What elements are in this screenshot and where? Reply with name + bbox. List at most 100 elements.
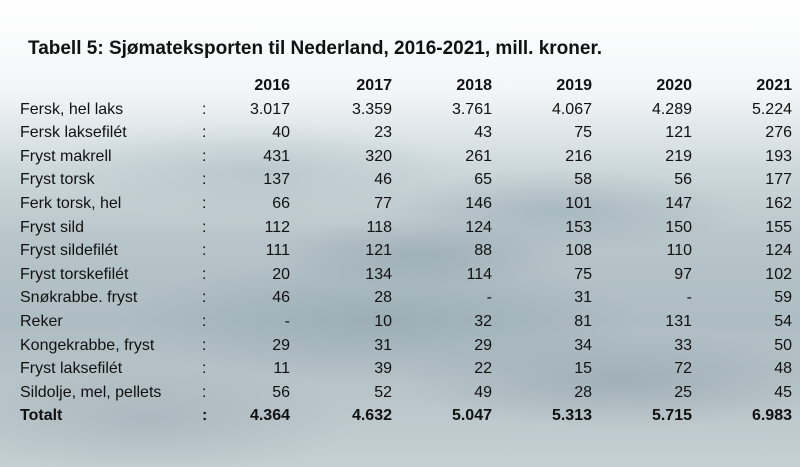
- value-cell: 131: [665, 312, 692, 330]
- value-cell: 6.983: [751, 407, 792, 425]
- row-label: Reker: [20, 312, 63, 330]
- value-cell: 4.632: [351, 407, 392, 425]
- row-label: Kongekrabbe, fryst: [20, 336, 155, 354]
- year-header: 2021: [756, 77, 792, 94]
- row-label: Fryst sild: [20, 218, 84, 236]
- value-cell: 5.047: [451, 407, 492, 425]
- value-cell: 46: [272, 289, 290, 307]
- value-cell: -: [486, 289, 492, 307]
- colon-separator: :: [202, 171, 207, 189]
- colon-separator: :: [202, 242, 207, 260]
- header-name-cell: [20, 74, 202, 98]
- table-row: Fryst sildefilét: 111 121 88 108 110 124: [20, 239, 792, 263]
- value-cell: 147: [665, 194, 692, 212]
- value-cell: 4.067: [551, 100, 592, 118]
- row-label: Fersk laksefilét: [20, 124, 127, 142]
- value-cell: 45: [774, 383, 792, 401]
- value-cell: 10: [374, 312, 392, 330]
- value-cell: 25: [674, 383, 692, 401]
- colon-separator: :: [202, 218, 207, 236]
- table-row: Ferk torsk, hel: 66 77 146 101 147 162: [20, 192, 792, 216]
- header-colon-cell: [202, 74, 222, 98]
- value-cell: 39: [374, 360, 392, 378]
- value-cell: 46: [374, 171, 392, 189]
- row-label: Fryst torsk: [20, 171, 95, 189]
- value-cell: 4.289: [651, 100, 692, 118]
- table-row: Snøkrabbe. fryst: 46 28 - 31 - 59: [20, 286, 792, 310]
- table-row: Fryst torsk: 137 46 65 58 56 177: [20, 168, 792, 192]
- value-cell: 124: [465, 218, 492, 236]
- value-cell: 108: [565, 242, 592, 260]
- value-cell: 97: [674, 265, 692, 283]
- row-label: Fryst laksefilét: [20, 360, 123, 378]
- colon-separator: :: [202, 124, 207, 142]
- value-cell: 150: [665, 218, 692, 236]
- value-cell: 40: [272, 124, 290, 142]
- value-cell: 4.364: [249, 407, 290, 425]
- value-cell: 137: [263, 171, 290, 189]
- value-cell: 29: [272, 336, 290, 354]
- row-label: Totalt: [20, 407, 63, 425]
- colon-separator: :: [202, 147, 207, 165]
- value-cell: 31: [574, 289, 592, 307]
- value-cell: 3.761: [451, 100, 492, 118]
- table-row: Sildolje, mel, pellets: 56 52 49 28 25 45: [20, 381, 792, 405]
- value-cell: 177: [765, 171, 792, 189]
- value-cell: 50: [774, 336, 792, 354]
- value-cell: 276: [765, 124, 792, 142]
- table-row: Fryst makrell: 431 320 261 216 219 193: [20, 145, 792, 169]
- value-cell: 5.715: [651, 407, 692, 425]
- value-cell: 112: [264, 218, 290, 236]
- value-cell: 32: [474, 312, 492, 330]
- year-header: 2017: [356, 77, 392, 94]
- value-cell: 110: [666, 242, 692, 260]
- value-cell: 118: [366, 218, 392, 236]
- value-cell: 48: [774, 360, 792, 378]
- year-header: 2018: [456, 77, 492, 94]
- row-label: Fryst sildefilét: [20, 242, 118, 260]
- table-row: Fryst sild: 112 118 124 153 150 155: [20, 216, 792, 240]
- value-cell: 162: [765, 194, 792, 212]
- year-header: 2020: [656, 77, 692, 94]
- value-cell: 102: [765, 265, 792, 283]
- value-cell: 114: [466, 265, 492, 283]
- value-cell: 28: [374, 289, 392, 307]
- value-cell: 49: [474, 383, 492, 401]
- value-cell: 5.224: [751, 100, 792, 118]
- value-cell: 431: [263, 147, 290, 165]
- value-cell: 111: [265, 242, 290, 260]
- header-row: 2016 2017 2018 2019 2020 2021: [20, 74, 792, 98]
- value-cell: 28: [574, 383, 592, 401]
- row-label: Fryst makrell: [20, 147, 112, 165]
- row-label: Fryst torskefilét: [20, 265, 129, 283]
- value-cell: 146: [465, 194, 492, 212]
- value-cell: 34: [574, 336, 592, 354]
- colon-separator: :: [202, 194, 207, 212]
- total-row: Totalt : 4.364 4.632 5.047 5.313 5.715 6…: [20, 404, 792, 428]
- value-cell: 22: [474, 360, 492, 378]
- year-header: 2019: [556, 77, 592, 94]
- value-cell: 43: [474, 124, 492, 142]
- colon-separator: :: [202, 383, 207, 401]
- value-cell: 56: [674, 171, 692, 189]
- value-cell: -: [686, 289, 692, 307]
- year-header: 2016: [254, 77, 290, 94]
- table-row: Reker: - 10 32 81 131 54: [20, 310, 792, 334]
- value-cell: 3.359: [351, 100, 392, 118]
- table-row: Fersk, hel laks: 3.017 3.359 3.761 4.067 4.28…: [20, 98, 792, 122]
- value-cell: 52: [374, 383, 392, 401]
- value-cell: 23: [374, 124, 392, 142]
- value-cell: 59: [774, 289, 792, 307]
- value-cell: 77: [374, 194, 392, 212]
- value-cell: 56: [272, 383, 290, 401]
- value-cell: 193: [765, 147, 792, 165]
- value-cell: 134: [365, 265, 392, 283]
- value-cell: 72: [674, 360, 692, 378]
- row-label: Snøkrabbe. fryst: [20, 289, 138, 307]
- row-label: Ferk torsk, hel: [20, 194, 122, 212]
- value-cell: 75: [574, 265, 592, 283]
- value-cell: 20: [272, 265, 290, 283]
- value-cell: 33: [674, 336, 692, 354]
- colon-separator: :: [202, 100, 207, 118]
